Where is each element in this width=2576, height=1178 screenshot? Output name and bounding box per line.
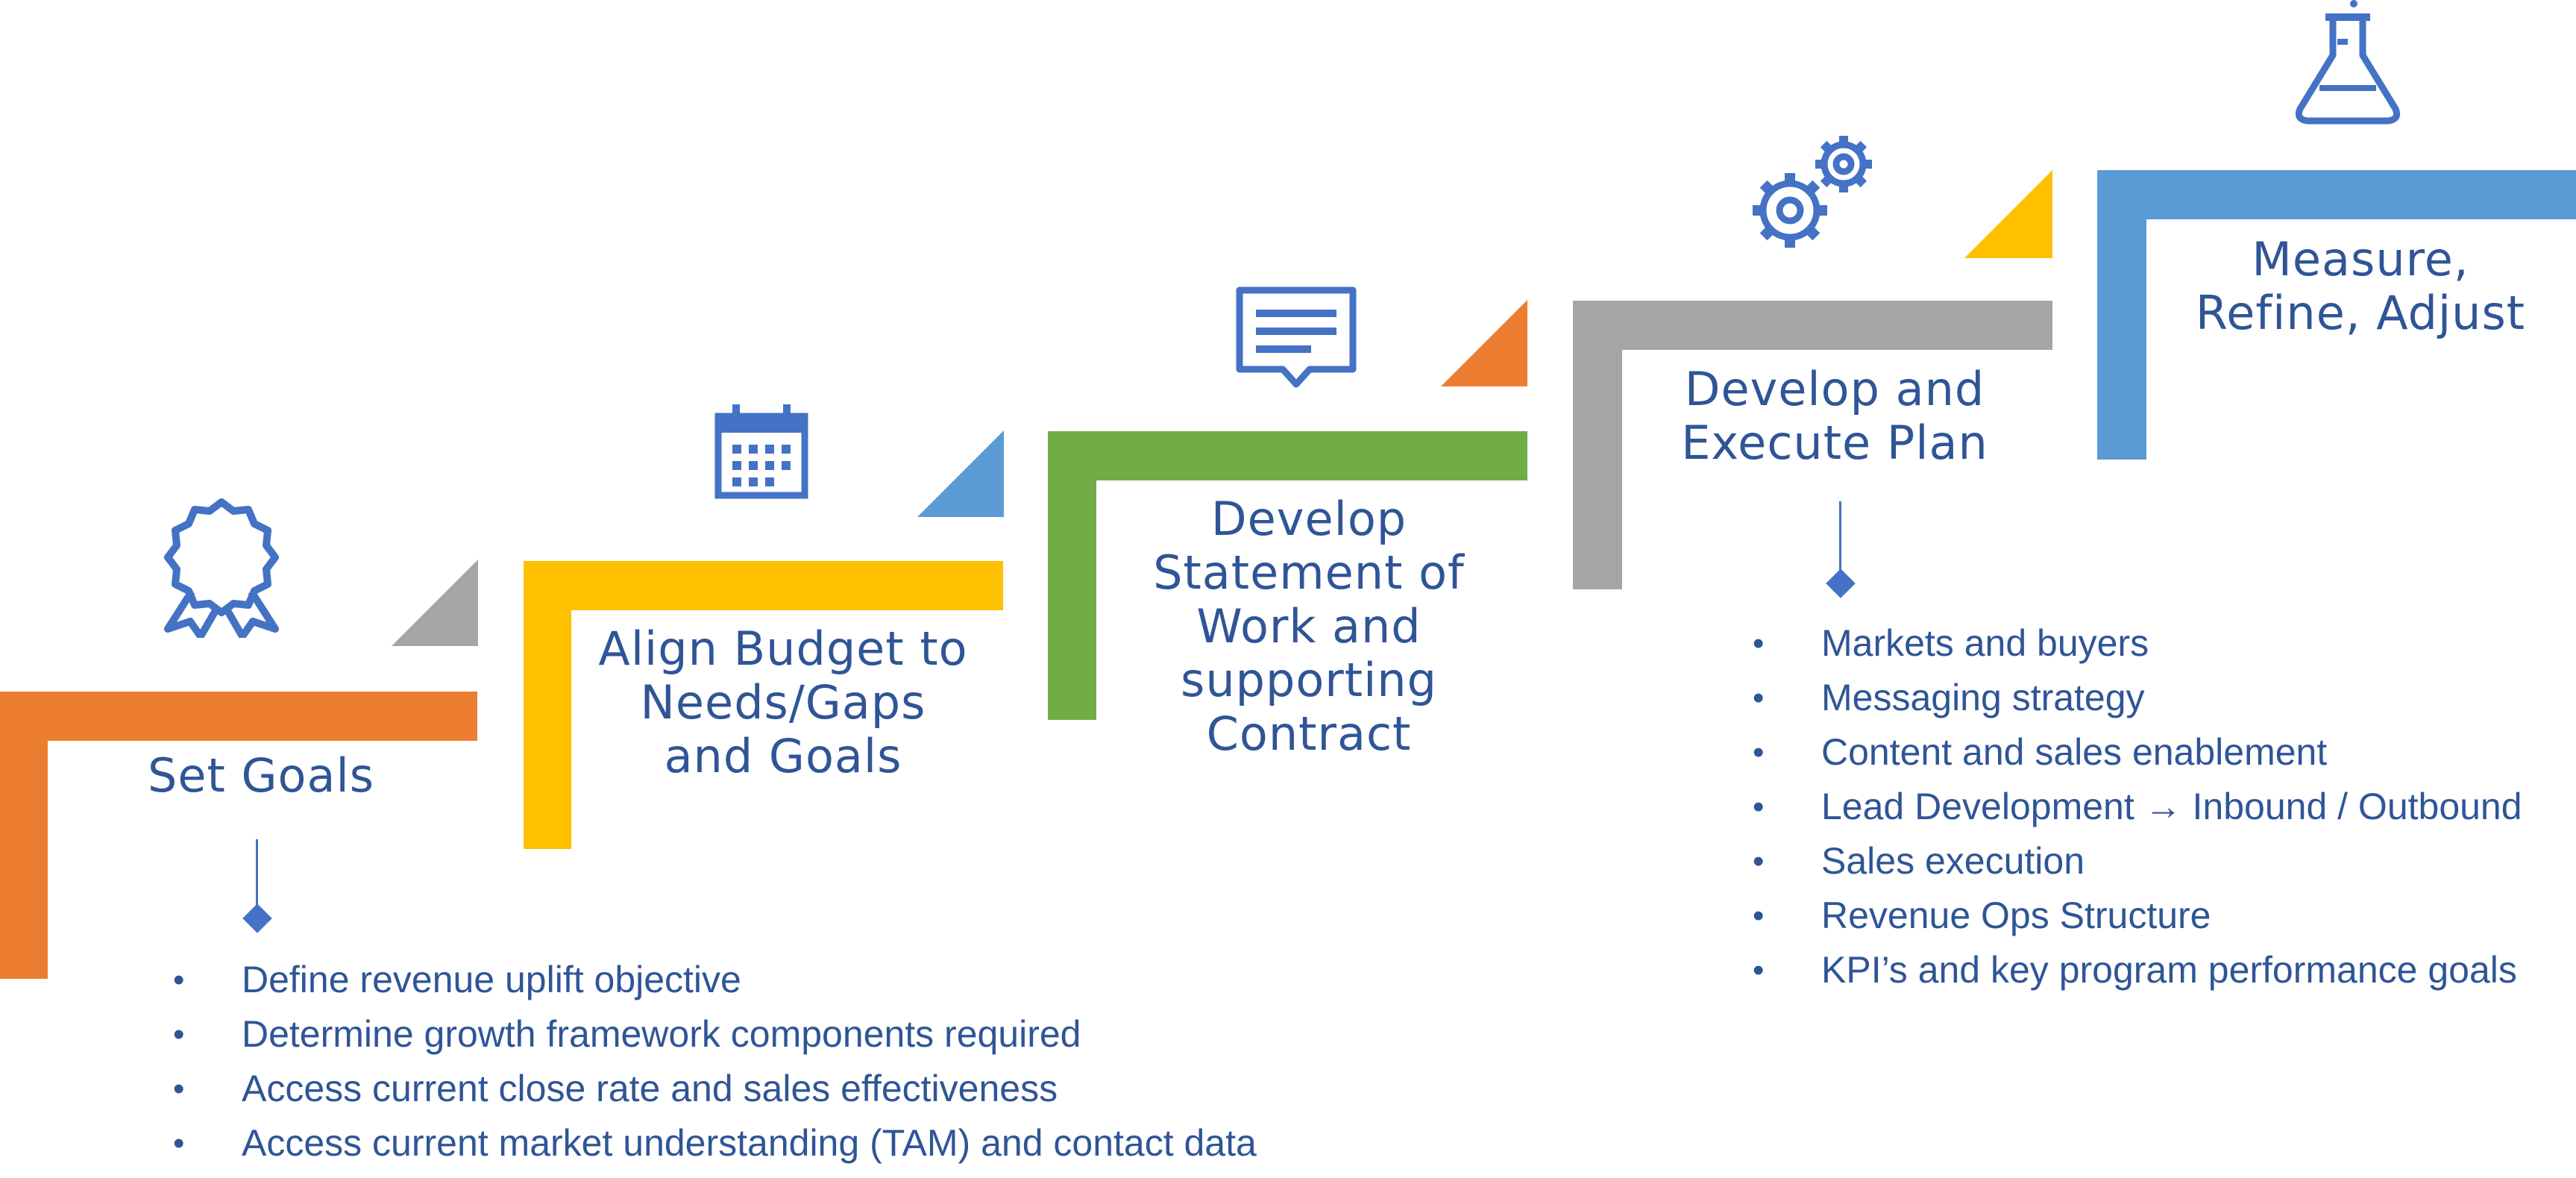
list-item: Access current market understanding (TAM… — [173, 1116, 1257, 1171]
step3-title: Develop Statement of Work and supporting… — [1153, 492, 1465, 761]
list-item: Content and sales enablement — [1753, 725, 2522, 780]
step1-accent-triangle — [392, 560, 478, 646]
step1-bar-horizontal — [0, 692, 477, 741]
list-item: Access current close rate and sales effe… — [173, 1062, 1257, 1116]
step1-connector-line — [256, 839, 258, 909]
step2-accent-triangle — [917, 430, 1004, 517]
step1-connector-diamond — [242, 903, 272, 933]
step3-bar-horizontal — [1048, 431, 1527, 480]
list-item: Define revenue uplift objective — [173, 953, 1257, 1007]
step2-title: Align Budget to Needs/Gaps and Goals — [598, 621, 968, 783]
step5-bar-vertical — [2097, 170, 2146, 460]
step5-title: Measure, Refine, Adjust — [2195, 232, 2526, 340]
award-ribbon-icon — [164, 498, 279, 638]
list-item: Revenue Ops Structure — [1753, 889, 2522, 943]
list-item: Messaging strategy — [1753, 671, 2522, 725]
step2-bar-vertical — [524, 561, 571, 849]
step1-bullet-list: Define revenue uplift objective Determin… — [173, 953, 1257, 1171]
step4-title: Develop and Execute Plan — [1681, 362, 1988, 470]
step4-bar-vertical — [1573, 301, 1622, 589]
step1-bar-vertical — [0, 692, 48, 979]
step4-connector-diamond — [1826, 568, 1856, 598]
step4-connector-line — [1839, 501, 1841, 583]
list-item: KPI’s and key program performance goals — [1753, 943, 2522, 997]
step5-bar-horizontal — [2097, 170, 2576, 219]
step4-accent-triangle — [1964, 170, 2052, 258]
document-speech-icon — [1236, 286, 1357, 388]
step3-accent-triangle — [1441, 300, 1527, 386]
list-item: Determine growth framework components re… — [173, 1007, 1257, 1062]
list-item: Sales execution — [1753, 834, 2522, 889]
list-item: Markets and buyers — [1753, 616, 2522, 671]
step3-bar-vertical — [1048, 431, 1096, 720]
step4-bullet-list: Markets and buyers Messaging strategy Co… — [1753, 616, 2522, 997]
step2-bar-horizontal — [524, 561, 1003, 610]
step4-bar-horizontal — [1573, 301, 2052, 350]
flask-icon — [2295, 0, 2401, 125]
gears-icon — [1753, 136, 1872, 248]
calendar-icon — [714, 404, 808, 499]
list-item: Lead Development → Inbound / Outbound — [1753, 780, 2522, 834]
step1-title: Set Goals — [147, 748, 374, 803]
